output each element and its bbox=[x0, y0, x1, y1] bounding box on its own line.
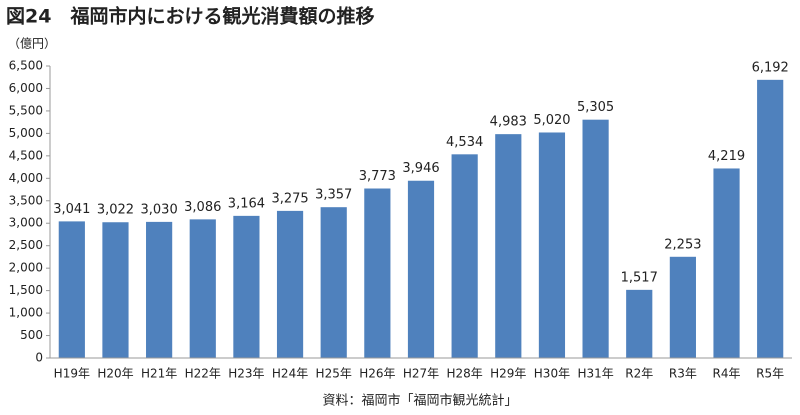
bar bbox=[407, 180, 435, 358]
bar bbox=[58, 221, 85, 358]
bar bbox=[495, 134, 522, 358]
data-label: 4,219 bbox=[708, 149, 745, 164]
chart-title: 図24 福岡市内における観光消費額の推移 bbox=[6, 5, 374, 28]
y-tick-label: 5,500 bbox=[9, 103, 43, 117]
x-tick-label: H31年 bbox=[577, 367, 613, 381]
x-tick-label: H22年 bbox=[185, 367, 221, 381]
data-label: 3,946 bbox=[402, 161, 439, 176]
data-label: 3,086 bbox=[184, 200, 221, 215]
x-tick-label: H21年 bbox=[141, 367, 177, 381]
bar bbox=[320, 207, 347, 358]
source: 資料：福岡市「福岡市観光統計」 bbox=[322, 393, 517, 409]
bar bbox=[626, 289, 653, 358]
y-tick-label: 3,000 bbox=[9, 216, 43, 230]
data-label: 3,041 bbox=[53, 202, 90, 217]
data-label: 5,305 bbox=[577, 100, 614, 115]
data-label: 5,020 bbox=[533, 113, 570, 128]
bar bbox=[669, 256, 696, 358]
y-tick-label: 2,000 bbox=[9, 261, 43, 275]
x-tick-label: H23年 bbox=[228, 367, 264, 381]
y-tick-label: 1,000 bbox=[9, 306, 43, 320]
bar bbox=[102, 222, 129, 358]
y-tick-label: 6,500 bbox=[9, 59, 43, 73]
x-tick-label: R3年 bbox=[669, 367, 697, 381]
x-tick-label: H24年 bbox=[272, 367, 308, 381]
y-tick-label: 4,500 bbox=[9, 148, 43, 162]
x-tick-label: H26年 bbox=[359, 367, 395, 381]
x-tick-label: R2年 bbox=[625, 367, 653, 381]
x-tick-label: R4年 bbox=[713, 367, 741, 381]
y-axis-label: （億円） bbox=[8, 37, 56, 51]
bar bbox=[276, 210, 304, 358]
x-tick-label: R5年 bbox=[756, 367, 784, 381]
x-tick-label: H29年 bbox=[490, 367, 526, 381]
y-tick-label: 1,500 bbox=[9, 283, 43, 297]
y-tick-label: 4,000 bbox=[9, 171, 43, 185]
x-tick-label: H25年 bbox=[316, 367, 352, 381]
data-label: 4,983 bbox=[490, 115, 527, 130]
x-tick-label: H20年 bbox=[97, 367, 133, 381]
y-tick-label: 5,000 bbox=[9, 126, 43, 140]
bar bbox=[364, 188, 391, 358]
bar bbox=[451, 154, 478, 358]
data-label: 6,192 bbox=[752, 60, 789, 75]
data-label: 3,030 bbox=[141, 202, 178, 217]
bar bbox=[713, 168, 740, 358]
bar bbox=[233, 215, 260, 358]
data-label: 3,357 bbox=[315, 188, 352, 203]
bar bbox=[757, 79, 784, 359]
bar bbox=[146, 221, 173, 358]
bar bbox=[189, 219, 216, 358]
y-tick-label: 500 bbox=[20, 328, 43, 342]
data-label: 2,253 bbox=[664, 237, 701, 252]
y-tick-label: 0 bbox=[35, 351, 43, 365]
x-tick-label: H19年 bbox=[54, 367, 90, 381]
bar bbox=[582, 119, 609, 358]
data-label: 3,164 bbox=[228, 196, 265, 211]
x-tick-label: H28年 bbox=[446, 367, 482, 381]
x-tick-label: H30年 bbox=[534, 367, 570, 381]
data-label: 3,275 bbox=[271, 191, 308, 206]
x-tick-label: H27年 bbox=[403, 367, 439, 381]
bar bbox=[538, 132, 566, 358]
data-label: 3,022 bbox=[97, 203, 134, 218]
data-label: 4,534 bbox=[446, 135, 483, 150]
y-tick-label: 6,000 bbox=[9, 81, 43, 95]
data-label: 1,517 bbox=[621, 270, 658, 285]
y-tick-label: 2,500 bbox=[9, 238, 43, 252]
y-tick-label: 3,500 bbox=[9, 193, 43, 207]
data-label: 3,773 bbox=[359, 169, 396, 184]
